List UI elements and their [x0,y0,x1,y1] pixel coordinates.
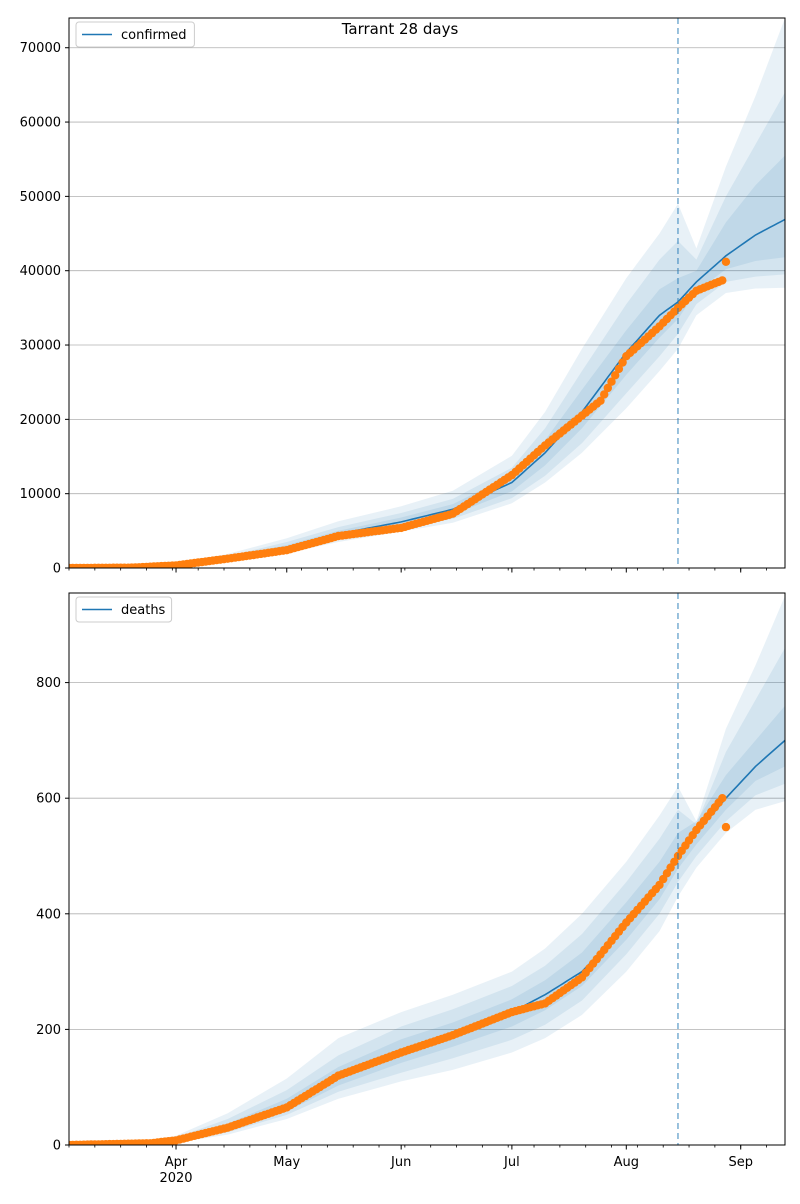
x-tick-sublabel: 2020 [159,1171,192,1186]
observed-point [611,371,620,380]
axes-frame [68,17,786,569]
y-tick-label: 60000 [20,116,61,131]
observed-point [618,358,627,367]
x-tick-label: Jul [503,1155,520,1170]
uncertainty-band [69,595,785,1145]
y-tick-label: 70000 [20,41,61,56]
observed-point [596,396,605,405]
legend: deaths [75,596,173,623]
axes-frame [68,592,786,1146]
panel-confirmed: 0 10000 20000 30000 40000 50000 60000 70000 conf… [20,17,786,577]
y-tick-label: 50000 [20,190,61,205]
legend-box [75,21,195,48]
observed-point-last [721,822,731,832]
y-tick-label: 0 [53,562,61,577]
y-tick-label: 0 [53,1139,61,1154]
x-tick-label: May [273,1155,300,1170]
y-tick-label: 800 [36,676,61,691]
y-tick-label: 40000 [20,264,61,279]
observed-point [718,794,727,803]
y-tick-label: 200 [36,1023,61,1038]
uncertainty-band [69,18,785,568]
plot-area [69,18,785,568]
chart-title: Tarrant 28 days [341,20,459,38]
plot-area [69,595,785,1145]
observed-point [614,364,624,374]
y-tick-label: 30000 [20,339,61,354]
x-tick-label: Sep [728,1155,753,1170]
legend-label: deaths [121,603,166,618]
x-tick-label: Aug [614,1155,639,1170]
y-tick-label: 10000 [20,487,61,502]
observed-point [600,390,609,399]
legend-box [75,596,173,623]
uncertainty-band [69,92,785,568]
observed-point [607,377,616,386]
legend: confirmed [75,21,195,48]
observed-point [603,383,612,393]
observed-point [718,276,727,285]
y-tick-label: 400 [36,907,61,922]
y-tick-label: 20000 [20,413,61,428]
x-tick-label: Jun [390,1155,411,1170]
x-tick-label: Apr [165,1155,188,1170]
legend-label: confirmed [121,28,187,43]
observed-point-last [721,257,731,266]
y-tick-label: 600 [36,792,61,807]
